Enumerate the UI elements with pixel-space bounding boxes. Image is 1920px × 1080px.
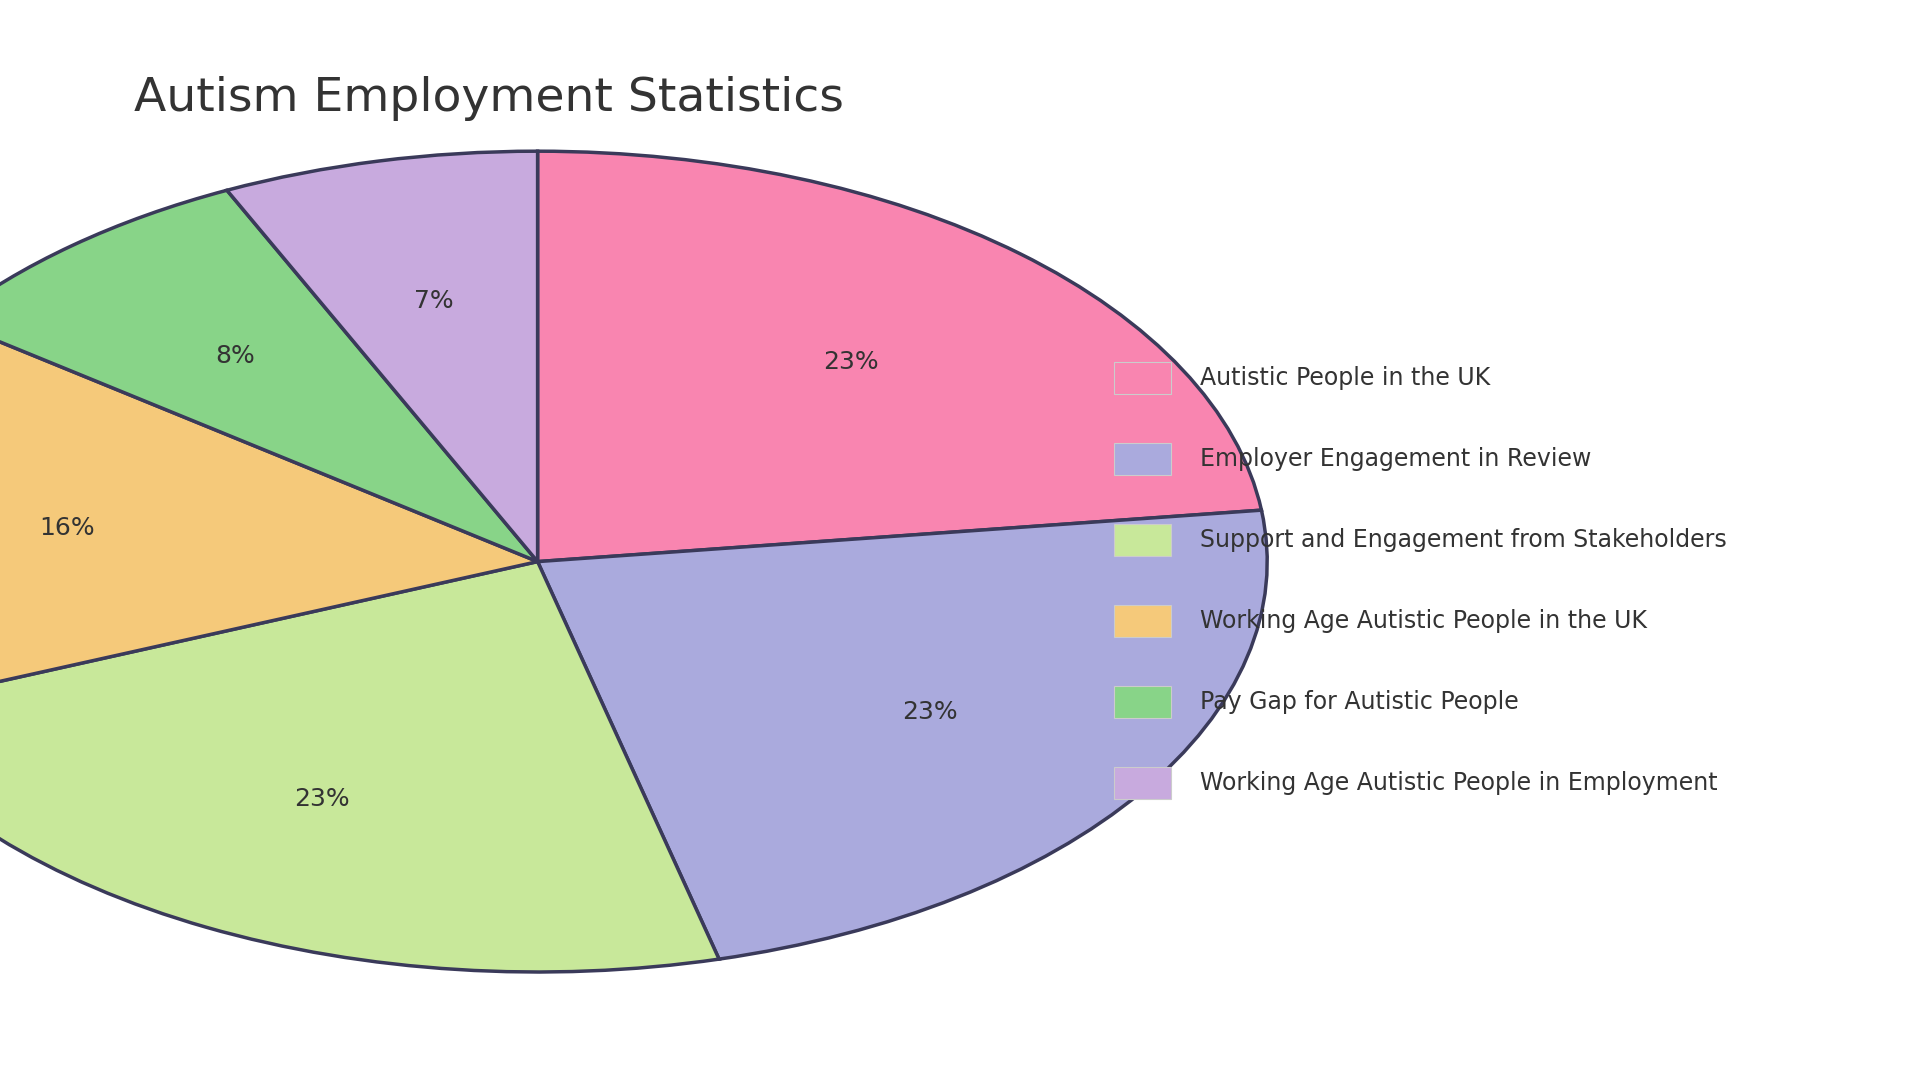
Text: Employer Engagement in Review: Employer Engagement in Review <box>1200 447 1592 471</box>
Text: 8%: 8% <box>215 345 255 368</box>
FancyBboxPatch shape <box>1114 605 1171 637</box>
Text: 23%: 23% <box>902 700 958 724</box>
FancyBboxPatch shape <box>1114 686 1171 718</box>
Text: 7%: 7% <box>415 289 453 313</box>
Wedge shape <box>0 190 538 562</box>
Text: Working Age Autistic People in the UK: Working Age Autistic People in the UK <box>1200 609 1647 633</box>
Wedge shape <box>538 510 1267 959</box>
Text: Autism Employment Statistics: Autism Employment Statistics <box>134 76 845 121</box>
Wedge shape <box>0 562 720 972</box>
Wedge shape <box>227 151 538 562</box>
Text: Support and Engagement from Stakeholders: Support and Engagement from Stakeholders <box>1200 528 1726 552</box>
Text: Autistic People in the UK: Autistic People in the UK <box>1200 366 1490 390</box>
Text: Working Age Autistic People in Employment: Working Age Autistic People in Employmen… <box>1200 771 1718 795</box>
Text: 23%: 23% <box>824 350 879 374</box>
FancyBboxPatch shape <box>1114 524 1171 556</box>
Text: Pay Gap for Autistic People: Pay Gap for Autistic People <box>1200 690 1519 714</box>
Text: 16%: 16% <box>38 516 94 540</box>
Wedge shape <box>538 151 1261 562</box>
FancyBboxPatch shape <box>1114 767 1171 799</box>
FancyBboxPatch shape <box>1114 443 1171 475</box>
Text: 23%: 23% <box>294 787 349 811</box>
Wedge shape <box>0 321 538 713</box>
FancyBboxPatch shape <box>1114 362 1171 394</box>
